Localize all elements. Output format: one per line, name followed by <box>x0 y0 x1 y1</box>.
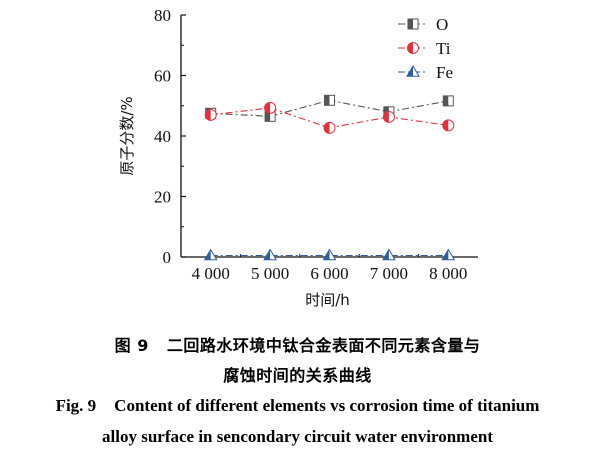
marker-fill <box>443 95 449 106</box>
legend-label-ti: Ti <box>436 39 451 58</box>
caption-cn-line2: 腐蚀时间的关系曲线 <box>223 366 372 385</box>
marker-fill <box>324 95 330 106</box>
marker-fill <box>383 111 389 123</box>
chart: 0 20 40 60 80 4 000 5 000 6 000 7 000 8 000 时间/h 原子… <box>118 6 478 309</box>
marker-fill <box>442 249 449 260</box>
marker-fill <box>324 122 330 134</box>
marker-fill <box>382 249 389 260</box>
data-point-ti <box>323 121 336 134</box>
legend-label-o: O <box>436 15 448 34</box>
marker-fill <box>408 19 413 29</box>
marker-fill <box>205 109 211 121</box>
marker-fill <box>407 42 413 54</box>
x-tick-label: 6 000 <box>310 264 348 283</box>
caption-cn-line1: 图 9 二回路水环境中钛合金表面不同元素含量与 <box>0 332 595 356</box>
data-point-fe <box>382 248 396 261</box>
caption-en-line1: Fig. 9 Content of different elements vs c… <box>0 396 595 416</box>
legend-marker-o <box>407 18 419 30</box>
caption-en-text1: Content of different elements vs corrosi… <box>114 396 540 415</box>
caption-en-line2: alloy surface in sencondary circuit wate… <box>102 427 493 446</box>
x-tick-label: 5 000 <box>251 264 289 283</box>
x-tick-label: 4 000 <box>192 264 230 283</box>
marker-fill <box>323 249 330 260</box>
marker-fill <box>264 249 271 260</box>
y-tick-label: 20 <box>154 188 171 207</box>
data-point-fe <box>322 248 337 261</box>
caption-en-number: Fig. 9 <box>55 396 97 415</box>
y-tick-label: 0 <box>163 248 172 267</box>
data-point-ti <box>264 101 277 114</box>
data-point-o <box>324 94 335 106</box>
data-point-fe <box>441 248 456 261</box>
legend-marker-fe <box>406 65 420 77</box>
y-tick-label: 40 <box>154 127 171 146</box>
legend-label-fe: Fe <box>436 63 453 82</box>
x-axis-label: 时间/h <box>305 291 350 309</box>
y-tick-label: 60 <box>154 67 171 86</box>
marker-fill <box>407 66 413 77</box>
marker-fill <box>204 249 211 260</box>
legend-marker-ti <box>407 42 419 54</box>
marker-fill <box>264 102 271 114</box>
x-tick-label: 8 000 <box>429 264 467 283</box>
x-tick-label: 7 000 <box>370 264 408 283</box>
data-point-fe <box>263 248 277 261</box>
caption-cn-text1: 二回路水环境中钛合金表面不同元素含量与 <box>166 336 481 355</box>
marker-fill <box>442 119 449 131</box>
data-point-ti <box>442 119 455 132</box>
data-point-fe <box>203 248 218 261</box>
y-axis-label: 原子分数/% <box>118 96 136 175</box>
marker-fill <box>265 111 271 122</box>
data-point-ti <box>204 108 217 121</box>
data-point-o <box>442 95 454 107</box>
caption-cn-number: 图 9 <box>114 336 149 355</box>
y-tick-label: 80 <box>154 6 171 25</box>
data-point-ti <box>382 110 395 123</box>
